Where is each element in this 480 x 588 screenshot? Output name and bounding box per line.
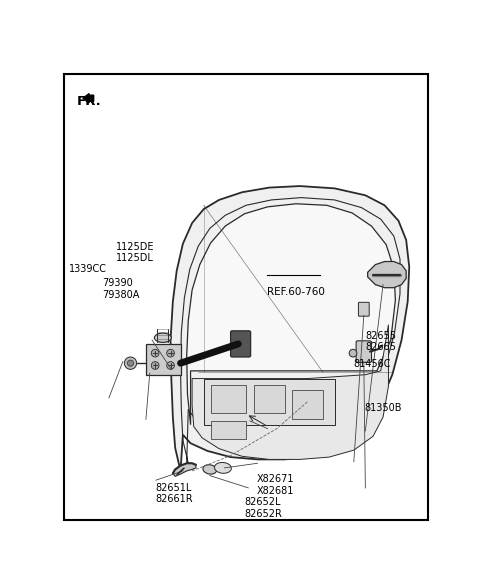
Circle shape xyxy=(151,362,159,369)
Text: 82655
82665: 82655 82665 xyxy=(365,331,396,352)
Polygon shape xyxy=(170,186,409,471)
Polygon shape xyxy=(211,421,246,439)
FancyBboxPatch shape xyxy=(359,302,369,316)
FancyArrow shape xyxy=(83,93,94,103)
Text: 79390
79380A: 79390 79380A xyxy=(102,278,139,299)
Text: 81350B: 81350B xyxy=(364,403,402,413)
Text: 81456C: 81456C xyxy=(353,359,391,369)
Polygon shape xyxy=(146,344,180,375)
Polygon shape xyxy=(254,385,285,413)
Circle shape xyxy=(124,357,137,369)
Ellipse shape xyxy=(155,333,171,342)
Text: REF.60-760: REF.60-760 xyxy=(267,287,325,297)
Circle shape xyxy=(127,360,133,366)
Polygon shape xyxy=(187,204,396,425)
Text: 82651L
82661R: 82651L 82661R xyxy=(156,483,193,504)
Ellipse shape xyxy=(215,462,231,473)
Polygon shape xyxy=(292,390,323,419)
Ellipse shape xyxy=(203,465,216,474)
Polygon shape xyxy=(211,385,246,413)
Polygon shape xyxy=(173,463,196,476)
Circle shape xyxy=(167,349,174,357)
Text: 1125DE
1125DL: 1125DE 1125DL xyxy=(116,242,155,263)
Circle shape xyxy=(151,349,159,357)
Polygon shape xyxy=(204,379,335,425)
Text: X82671
X82681: X82671 X82681 xyxy=(257,475,295,496)
Polygon shape xyxy=(192,325,388,459)
Text: FR.: FR. xyxy=(77,95,101,108)
Circle shape xyxy=(167,362,174,369)
Circle shape xyxy=(349,349,357,357)
Text: 82652L
82652R: 82652L 82652R xyxy=(244,497,282,519)
Text: 1339CC: 1339CC xyxy=(69,265,107,275)
FancyBboxPatch shape xyxy=(230,331,251,357)
FancyBboxPatch shape xyxy=(356,341,372,362)
Polygon shape xyxy=(368,262,406,288)
